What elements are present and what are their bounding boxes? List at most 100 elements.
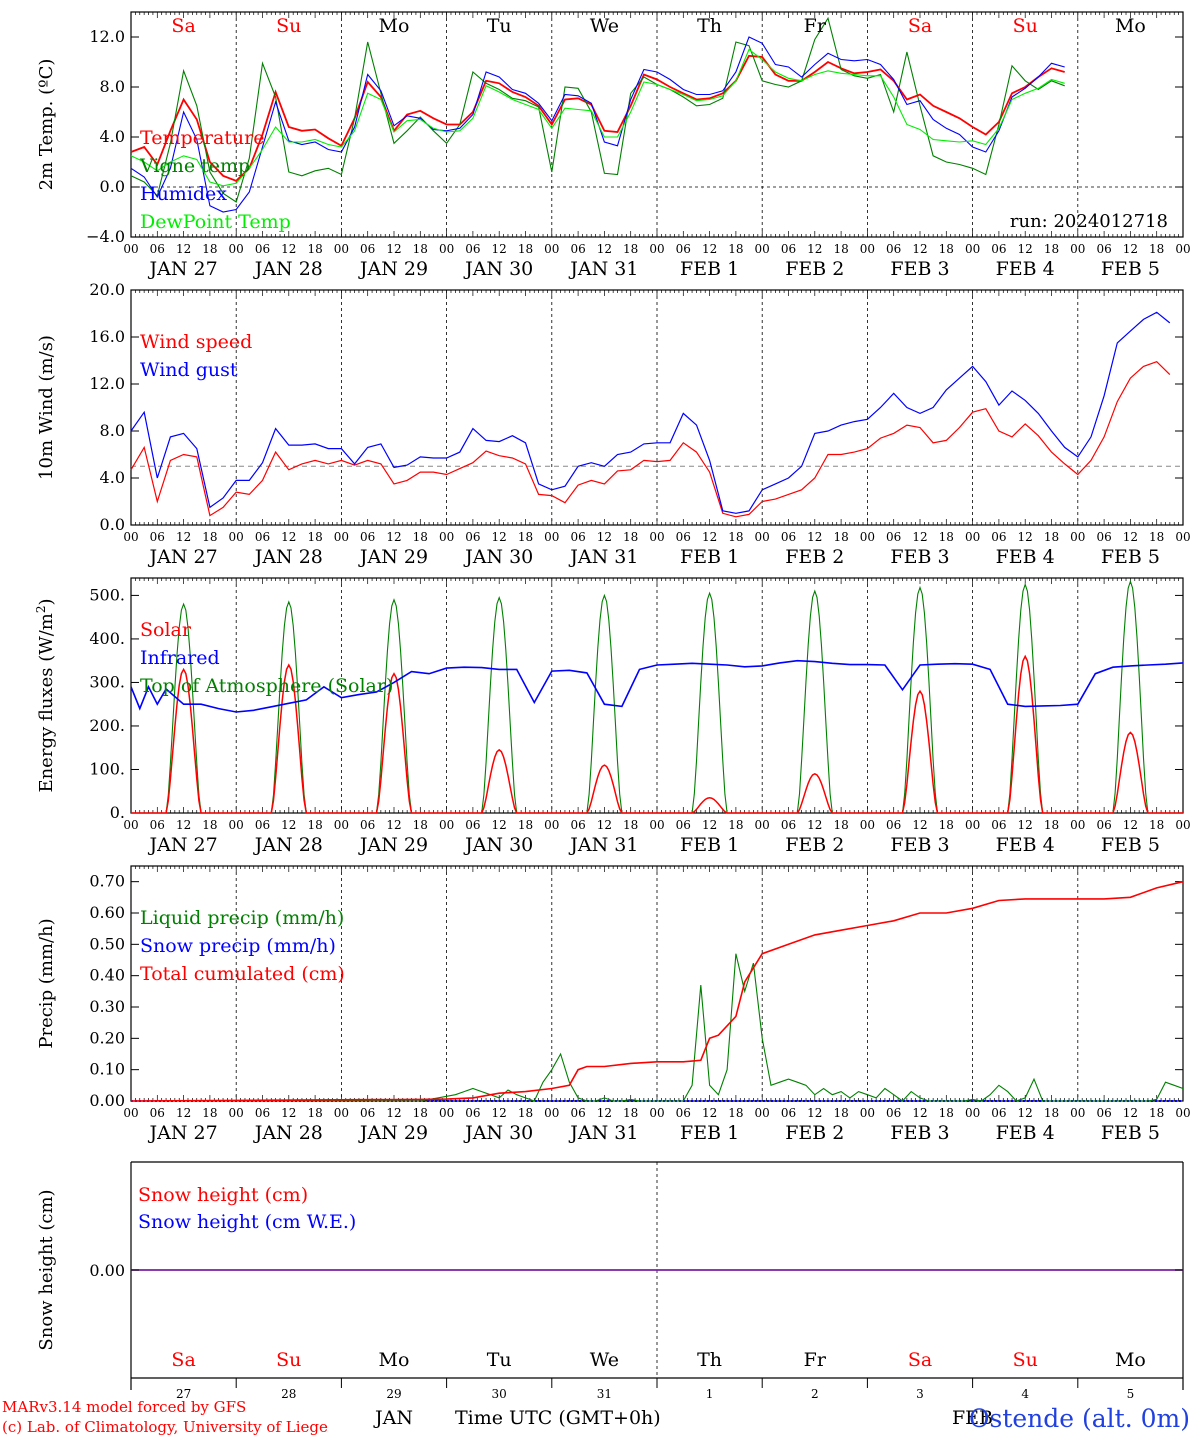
precip-hour-tick-label: 00 — [860, 1106, 875, 1120]
precip-hour-tick-label: 00 — [1070, 1106, 1085, 1120]
wind-hour-tick-label: 00 — [544, 530, 559, 544]
energy-date-label: JAN 31 — [568, 834, 638, 856]
snow-weekday-label: Sa — [908, 1349, 932, 1371]
wind-ytick-label: 8.0 — [100, 421, 125, 440]
temp-legend-3: Humidex — [140, 183, 227, 205]
snow-legend-1: Snow height (cm) — [138, 1184, 308, 1206]
energy-ytick-label: 200. — [89, 716, 125, 735]
precip-hour-tick-label: 12 — [386, 1106, 401, 1120]
precip-hour-tick-label: 00 — [649, 1106, 664, 1120]
precip-ylabel: Precip (mm/h) — [36, 918, 57, 1048]
wind-time-axis: 00 06 12 18 00 06 12 18 00 06 12 18 00 06 12 18 00 06 12 18… — [123, 530, 1190, 568]
precip-hour-tick-label: 06 — [570, 1106, 585, 1120]
energy-hour-tick-label: 06 — [886, 818, 901, 832]
temp-hour-tick-label: 06 — [360, 242, 375, 256]
temp-weekday-label: Sa — [908, 15, 932, 37]
temp-date-label: JAN 27 — [148, 258, 218, 280]
energy-hour-tick-label: 00 — [229, 818, 244, 832]
wind-series-1 — [130, 361, 1171, 518]
temp-hour-tick-label: 00 — [439, 242, 454, 256]
wind-hour-tick-label: 12 — [281, 530, 296, 544]
temp-weekday-label: Su — [1013, 15, 1038, 37]
energy-date-label: FEB 2 — [785, 834, 844, 856]
energy-hour-tick-label: 06 — [676, 818, 691, 832]
temp-weekday-label: Tu — [487, 15, 512, 37]
energy-hour-tick-label: 06 — [465, 818, 480, 832]
temp-hour-tick-label: 00 — [1175, 242, 1190, 256]
precip-ytick-label: 0.50 — [89, 934, 125, 953]
energy-hour-tick-label: 06 — [991, 818, 1006, 832]
temp-hour-tick-label: 12 — [807, 242, 822, 256]
temp-ytick-label: 8.0 — [100, 77, 125, 96]
energy-date-label: FEB 4 — [996, 834, 1055, 856]
energy-hour-tick-label: 12 — [386, 818, 401, 832]
wind-ytick-label: 0.0 — [100, 515, 125, 534]
energy-hour-tick-label: 18 — [623, 818, 638, 832]
wind-hour-tick-label: 00 — [860, 530, 875, 544]
energy-hour-tick-label: 18 — [833, 818, 848, 832]
energy-hour-tick-label: 06 — [1096, 818, 1111, 832]
energy-hour-tick-label: 06 — [360, 818, 375, 832]
energy-series-solar — [131, 654, 1183, 814]
temp-hour-tick-label: 12 — [386, 242, 401, 256]
temp-panel — [130, 11, 1184, 238]
temp-hour-tick-label: 06 — [255, 242, 270, 256]
snow-weekday-label: Su — [1013, 1349, 1038, 1371]
precip-legend-1: Liquid precip (mm/h) — [140, 907, 344, 929]
temp-hour-tick-label: 12 — [597, 242, 612, 256]
snow-weekday-label: Th — [697, 1349, 722, 1371]
wind-hour-tick-label: 06 — [991, 530, 1006, 544]
wind-ytick-label: 4.0 — [100, 468, 125, 487]
energy-hour-tick-label: 18 — [413, 818, 428, 832]
precip-ytick-label: 0.00 — [89, 1091, 125, 1110]
temp-series-2 — [130, 16, 1065, 203]
energy-hour-tick-label: 12 — [176, 818, 191, 832]
energy-legend-2: Infrared — [140, 647, 220, 669]
precip-hour-tick-label: 06 — [465, 1106, 480, 1120]
snow-weekday-label: We — [590, 1349, 619, 1371]
precip-hour-tick-label: 00 — [755, 1106, 770, 1120]
wind-ylabel: 10m Wind (m/s) — [36, 335, 57, 480]
energy-hour-tick-label: 00 — [860, 818, 875, 832]
temp-hour-tick-label: 18 — [623, 242, 638, 256]
wind-hour-tick-label: 18 — [518, 530, 533, 544]
energy-hour-tick-label: 00 — [123, 818, 138, 832]
wind-hour-tick-label: 18 — [939, 530, 954, 544]
wind-date-label: FEB 4 — [996, 546, 1055, 568]
precip-hour-tick-label: 00 — [334, 1106, 349, 1120]
temp-ytick-label: 0.0 — [100, 177, 125, 196]
temp-date-label: JAN 31 — [568, 258, 638, 280]
precip-hour-tick-label: 18 — [623, 1106, 638, 1120]
energy-hour-tick-label: 00 — [755, 818, 770, 832]
temp-weekday-label: Fr — [804, 15, 827, 37]
wind-hour-tick-label: 06 — [781, 530, 796, 544]
wind-hour-tick-label: 18 — [728, 530, 743, 544]
energy-hour-tick-label: 18 — [307, 818, 322, 832]
energy-hour-tick-label: 06 — [781, 818, 796, 832]
wind-ytick-label: 20.0 — [89, 280, 125, 299]
wind-legend-1: Wind speed — [140, 331, 252, 353]
snow-day-number: 4 — [1021, 1387, 1029, 1401]
snow-day-number: 2 — [811, 1387, 819, 1401]
temp-date-label: JAN 30 — [463, 258, 533, 280]
precip-hour-tick-label: 06 — [676, 1106, 691, 1120]
energy-legend-1: Solar — [140, 619, 192, 641]
energy-date-label: FEB 5 — [1101, 834, 1160, 856]
temp-ytick-label: 12.0 — [89, 27, 125, 46]
temp-hour-tick-label: 00 — [334, 242, 349, 256]
temp-date-label: FEB 1 — [680, 258, 739, 280]
precip-ytick-label: 0.70 — [89, 872, 125, 891]
precip-hour-tick-label: 18 — [728, 1106, 743, 1120]
station-label: Ostende (alt. 0m) — [969, 1404, 1190, 1433]
energy-date-label: JAN 28 — [253, 834, 323, 856]
energy-hour-tick-label: 06 — [570, 818, 585, 832]
precip-date-label: JAN 27 — [148, 1122, 218, 1144]
precip-ytick-label: 0.60 — [89, 903, 125, 922]
energy-hour-tick-label: 18 — [1149, 818, 1164, 832]
snow-ylabel: Snow height (cm) — [36, 1189, 57, 1350]
temp-hour-tick-label: 00 — [229, 242, 244, 256]
temp-series-1 — [130, 54, 1065, 182]
temp-ytick-label: 4.0 — [100, 127, 125, 146]
snow-day-number: 1 — [706, 1387, 714, 1401]
wind-hour-tick-label: 12 — [386, 530, 401, 544]
